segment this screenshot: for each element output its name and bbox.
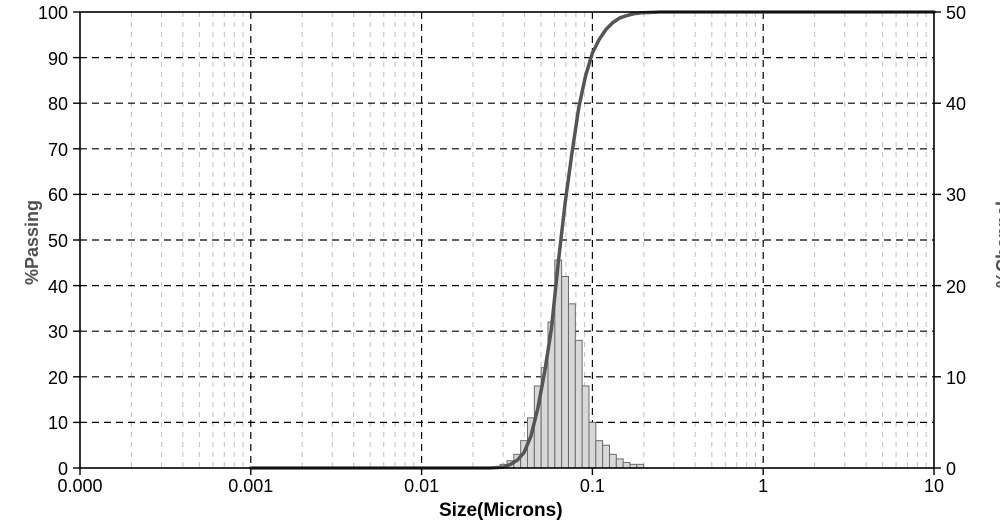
y-left-tick-label: 50 xyxy=(48,231,68,252)
y-left-tick-label: 70 xyxy=(48,140,68,161)
x-tick-label: 10 xyxy=(924,476,944,497)
y-left-tick-label: 30 xyxy=(48,322,68,343)
x-axis-label: Size(Microns) xyxy=(439,500,563,522)
y-left-tick-label: 20 xyxy=(48,368,68,389)
y-right-tick-label: 0 xyxy=(946,459,956,480)
x-tick-label: 0.1 xyxy=(580,476,605,497)
y-left-tick-label: 10 xyxy=(48,413,68,434)
y-right-tick-label: 30 xyxy=(946,185,966,206)
y-right-label: %Channel xyxy=(993,201,1000,288)
y-right-tick-label: 50 xyxy=(946,3,966,24)
y-left-label: %Passing xyxy=(22,200,43,285)
y-right-tick-label: 40 xyxy=(946,94,966,115)
y-right-tick-label: 20 xyxy=(946,277,966,298)
x-tick-label: 1 xyxy=(758,476,768,497)
y-left-tick-label: 40 xyxy=(48,277,68,298)
x-tick-label: 0.001 xyxy=(228,476,273,497)
x-tick-label: 0.01 xyxy=(404,476,439,497)
y-left-tick-label: 60 xyxy=(48,185,68,206)
y-left-tick-label: 0 xyxy=(58,459,68,480)
plot-svg xyxy=(0,0,1000,529)
y-left-tick-label: 90 xyxy=(48,49,68,70)
particle-size-chart: %Passing %Channel Size(Microns) 0.0000.0… xyxy=(0,0,1000,529)
y-right-tick-label: 10 xyxy=(946,368,966,389)
y-left-tick-label: 80 xyxy=(48,94,68,115)
y-left-tick-label: 100 xyxy=(38,3,68,24)
